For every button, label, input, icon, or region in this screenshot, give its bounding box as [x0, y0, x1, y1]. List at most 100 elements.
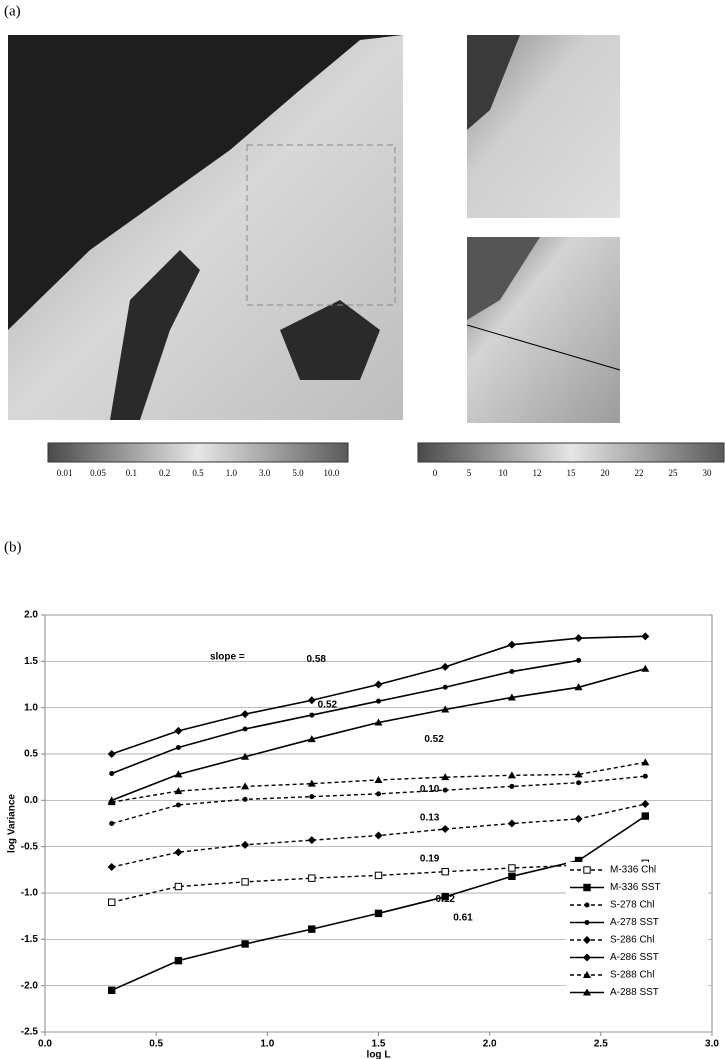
legend-marker — [583, 883, 591, 892]
y-tick-label: 1.0 — [24, 702, 38, 713]
legend-label: S-288 Chl — [610, 970, 654, 981]
data-point — [574, 683, 583, 691]
y-tick-label: 0.0 — [24, 795, 38, 806]
data-point — [107, 796, 116, 804]
legend-label: M-336 Chl — [610, 865, 656, 876]
data-point — [507, 771, 516, 779]
data-point — [374, 909, 383, 918]
annotation: 0.61 — [453, 913, 473, 924]
data-point — [442, 684, 448, 690]
data-point — [508, 864, 516, 872]
data-point — [174, 848, 183, 857]
data-point — [374, 775, 383, 783]
colorbar-label: 20 — [601, 468, 611, 478]
colorbar-label: 0 — [433, 468, 438, 478]
data-point — [641, 800, 650, 809]
annotation: slope = — [210, 651, 245, 662]
y-tick-label: 1.5 — [24, 656, 38, 667]
colorbar-label: 3.0 — [259, 468, 271, 478]
x-tick-label: 1.5 — [372, 1039, 386, 1050]
data-point — [441, 773, 450, 781]
legend-label: S-278 Chl — [610, 900, 654, 911]
colorbar-label: 0.2 — [159, 468, 170, 478]
y-tick-label: 0.5 — [24, 749, 38, 760]
colorbar-label: 15 — [567, 468, 577, 478]
colorbar-label: 10.0 — [323, 468, 339, 478]
data-point — [109, 821, 115, 826]
annotation: 0.58 — [307, 654, 327, 665]
data-point — [441, 825, 450, 834]
y-axis-title: log Variance — [7, 794, 18, 853]
data-point — [107, 750, 116, 758]
data-point — [641, 812, 649, 820]
annotation: 0.12 — [435, 894, 455, 905]
data-point — [307, 779, 316, 787]
data-point — [242, 726, 248, 732]
colorbar-label: 0.5 — [192, 468, 204, 478]
data-point — [507, 693, 516, 701]
data-point — [108, 986, 116, 994]
y-tick-label: -2.0 — [21, 980, 39, 991]
legend-marker — [584, 902, 590, 908]
legend-marker — [584, 920, 590, 925]
data-point — [242, 796, 248, 802]
data-point — [641, 758, 650, 766]
data-point — [576, 657, 582, 663]
data-point — [174, 956, 183, 965]
x-tick-label: 2.5 — [594, 1039, 608, 1050]
colorbar-label: 22 — [635, 468, 644, 478]
data-point — [309, 712, 315, 718]
y-tick-label: -1.5 — [21, 934, 39, 945]
data-point — [241, 878, 249, 886]
data-point — [441, 705, 450, 713]
annotation: 0.52 — [318, 700, 338, 711]
data-point — [107, 863, 116, 872]
annotation: 0.19 — [420, 853, 440, 864]
x-axis-title: log L — [367, 1050, 391, 1059]
data-point — [109, 770, 115, 776]
data-point — [508, 872, 516, 881]
colorbar-label: 0.01 — [57, 468, 73, 478]
series-line — [111, 659, 579, 775]
data-point — [642, 773, 648, 779]
data-point — [309, 794, 315, 800]
annotation: 0.52 — [424, 734, 444, 745]
data-point — [509, 669, 515, 675]
y-tick-label: -2.5 — [21, 1027, 39, 1038]
colorbar-label: 25 — [669, 468, 679, 478]
data-point — [374, 718, 383, 726]
annotation: 0.10 — [420, 784, 440, 795]
colorbar-label: 5.0 — [292, 468, 304, 478]
panel-label: (b) — [4, 539, 22, 555]
data-point — [641, 664, 650, 672]
data-point — [374, 831, 383, 840]
data-point — [174, 787, 183, 795]
colorbar — [47, 442, 349, 463]
legend-label: M-336 SST — [610, 882, 661, 893]
colorbar-label: 10 — [499, 468, 509, 478]
data-point — [175, 802, 181, 808]
data-point — [374, 680, 383, 689]
data-point — [374, 871, 383, 880]
x-tick-label: 2.0 — [483, 1039, 497, 1050]
legend-label: A-278 SST — [610, 917, 659, 928]
data-point — [241, 940, 249, 948]
colorbar-label: 12 — [533, 468, 542, 478]
data-point — [307, 836, 316, 845]
y-tick-label: 2.0 — [24, 610, 38, 621]
data-point — [576, 780, 582, 786]
x-tick-label: 1.0 — [260, 1039, 274, 1050]
data-point — [376, 698, 381, 704]
legend-label: A-286 SST — [610, 952, 659, 963]
legend-marker — [583, 936, 591, 944]
data-point — [442, 787, 448, 793]
legend-marker — [583, 971, 591, 978]
y-tick-label: -0.5 — [21, 841, 39, 852]
data-point — [174, 726, 183, 735]
legend-label: A-288 SST — [610, 987, 659, 998]
legend-marker — [583, 953, 591, 962]
data-point — [174, 770, 183, 778]
data-point — [108, 898, 116, 906]
data-point — [509, 783, 515, 789]
